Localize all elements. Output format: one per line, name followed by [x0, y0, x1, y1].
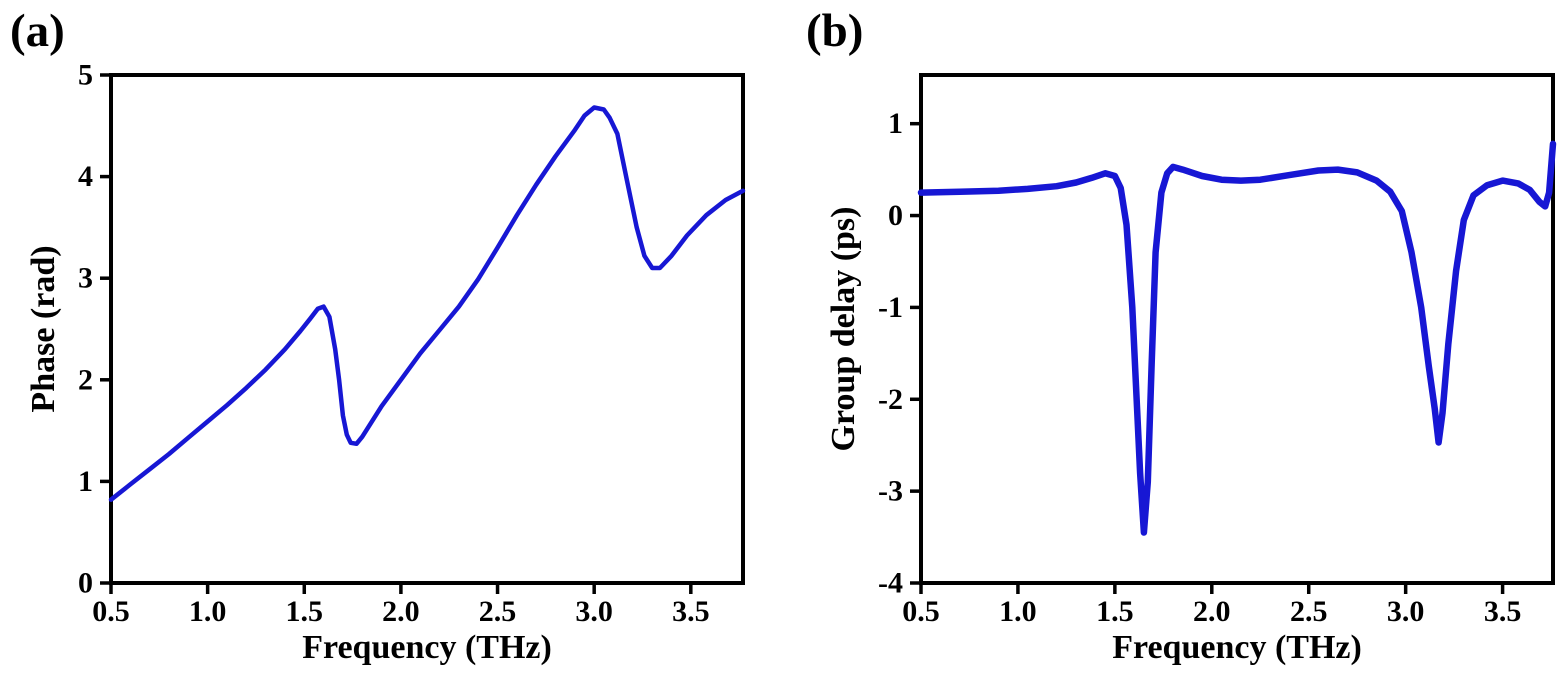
panel-b-x-axis-title: Frequency (THz): [1112, 629, 1362, 666]
panel-b-label: (b): [806, 5, 864, 57]
panel-b-plot: 0.5 1.0 1.5 2.0 2.5 3.0 3.5 -4 -3 -2 -1 0 1: [878, 73, 1557, 628]
x-tick-label: 1.0: [999, 595, 1037, 628]
x-tick-label: 2.0: [382, 595, 420, 628]
x-tick-label: 2.0: [1193, 595, 1231, 628]
y-tick-label: 0: [78, 567, 93, 600]
x-tick-label: 0.5: [92, 595, 130, 628]
panel-a-curve: [108, 105, 746, 502]
x-tick-label: 0.5: [902, 595, 940, 628]
y-tick-label: -1: [878, 291, 903, 324]
y-tick-label: 0: [888, 199, 903, 232]
plot-frame: [109, 73, 745, 585]
x-tick-label: 1.5: [286, 595, 324, 628]
x-tick-label: 2.5: [479, 595, 517, 628]
y-tick-label: -3: [878, 475, 903, 508]
x-tick-label: 1.0: [189, 595, 227, 628]
x-tick-label: 2.5: [1290, 595, 1328, 628]
y-tick-label: -4: [878, 567, 903, 600]
y-tick-label: 3: [78, 262, 93, 295]
x-tick-label: 3.5: [1484, 595, 1522, 628]
x-tick-label: 1.5: [1096, 595, 1134, 628]
panel-a-plot: 0.5 1.0 1.5 2.0 2.5 3.0 3.5 0 1 2 3 4 5: [78, 59, 746, 628]
x-tick-label: 3.5: [672, 595, 710, 628]
y-tick-label: 1: [888, 107, 903, 140]
y-tick-label: 1: [78, 465, 93, 498]
panel-b-curve: [917, 140, 1557, 536]
y-tick-label: 4: [78, 160, 93, 193]
y-tick-label: -2: [878, 383, 903, 416]
panel-a-x-axis-title: Frequency (THz): [302, 629, 552, 666]
x-tick-label: 3.0: [1387, 595, 1425, 628]
x-tick-label: 3.0: [575, 595, 613, 628]
plot-frame: [919, 73, 1555, 585]
y-tick-label: 2: [78, 363, 93, 396]
panel-a-label: (a): [10, 5, 65, 57]
y-tick-label: 5: [78, 59, 93, 92]
